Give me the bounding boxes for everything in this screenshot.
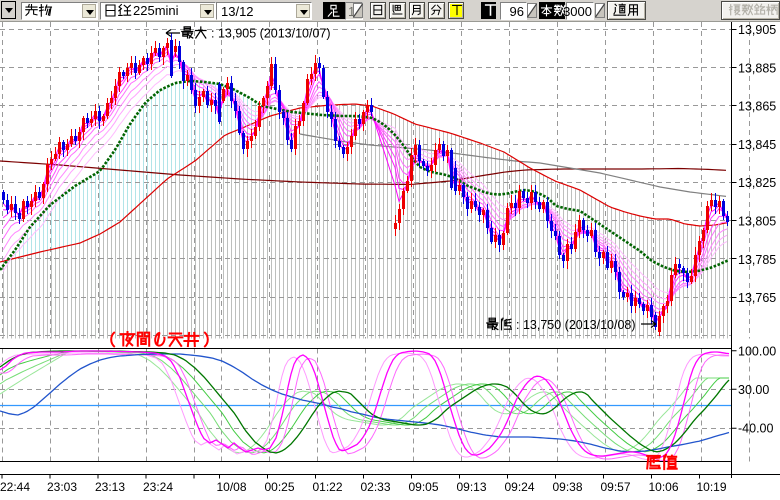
svg-text:10:19: 10:19 xyxy=(697,480,727,494)
svg-text:23:13: 23:13 xyxy=(95,480,125,494)
svg-text:09:57: 09:57 xyxy=(601,480,631,494)
svg-text:09:13: 09:13 xyxy=(457,480,487,494)
svg-text:100.00: 100.00 xyxy=(738,344,776,358)
svg-text:13,845: 13,845 xyxy=(738,138,776,152)
svg-text:13,865: 13,865 xyxy=(738,100,776,114)
svg-text:13,885: 13,885 xyxy=(738,61,776,75)
svg-text:09:24: 09:24 xyxy=(505,480,535,494)
svg-text:09:05: 09:05 xyxy=(409,480,439,494)
svg-text:13,805: 13,805 xyxy=(738,215,776,229)
svg-text:00:25: 00:25 xyxy=(265,480,295,494)
svg-text:13,785: 13,785 xyxy=(738,253,776,267)
svg-text:13,765: 13,765 xyxy=(738,291,776,305)
svg-text:09:38: 09:38 xyxy=(553,480,583,494)
svg-text:01:22: 01:22 xyxy=(313,480,343,494)
svg-text:: 13,750 (2013/10/08): : 13,750 (2013/10/08) xyxy=(516,318,636,332)
svg-text:10:06: 10:06 xyxy=(649,480,679,494)
svg-text:23:24: 23:24 xyxy=(143,480,173,494)
svg-text:-40.00: -40.00 xyxy=(738,422,773,436)
svg-text:10/08: 10/08 xyxy=(217,480,247,494)
svg-text:23:03: 23:03 xyxy=(47,480,77,494)
svg-text:13,825: 13,825 xyxy=(738,176,776,190)
svg-text:13,905: 13,905 xyxy=(738,23,776,37)
svg-text:02:33: 02:33 xyxy=(361,480,391,494)
svg-text:: 13,905 (2013/10/07): : 13,905 (2013/10/07) xyxy=(211,27,331,41)
svg-text:225mini: 225mini xyxy=(133,3,179,18)
svg-text:30.00: 30.00 xyxy=(738,383,769,397)
svg-text:22:44: 22:44 xyxy=(0,480,30,494)
